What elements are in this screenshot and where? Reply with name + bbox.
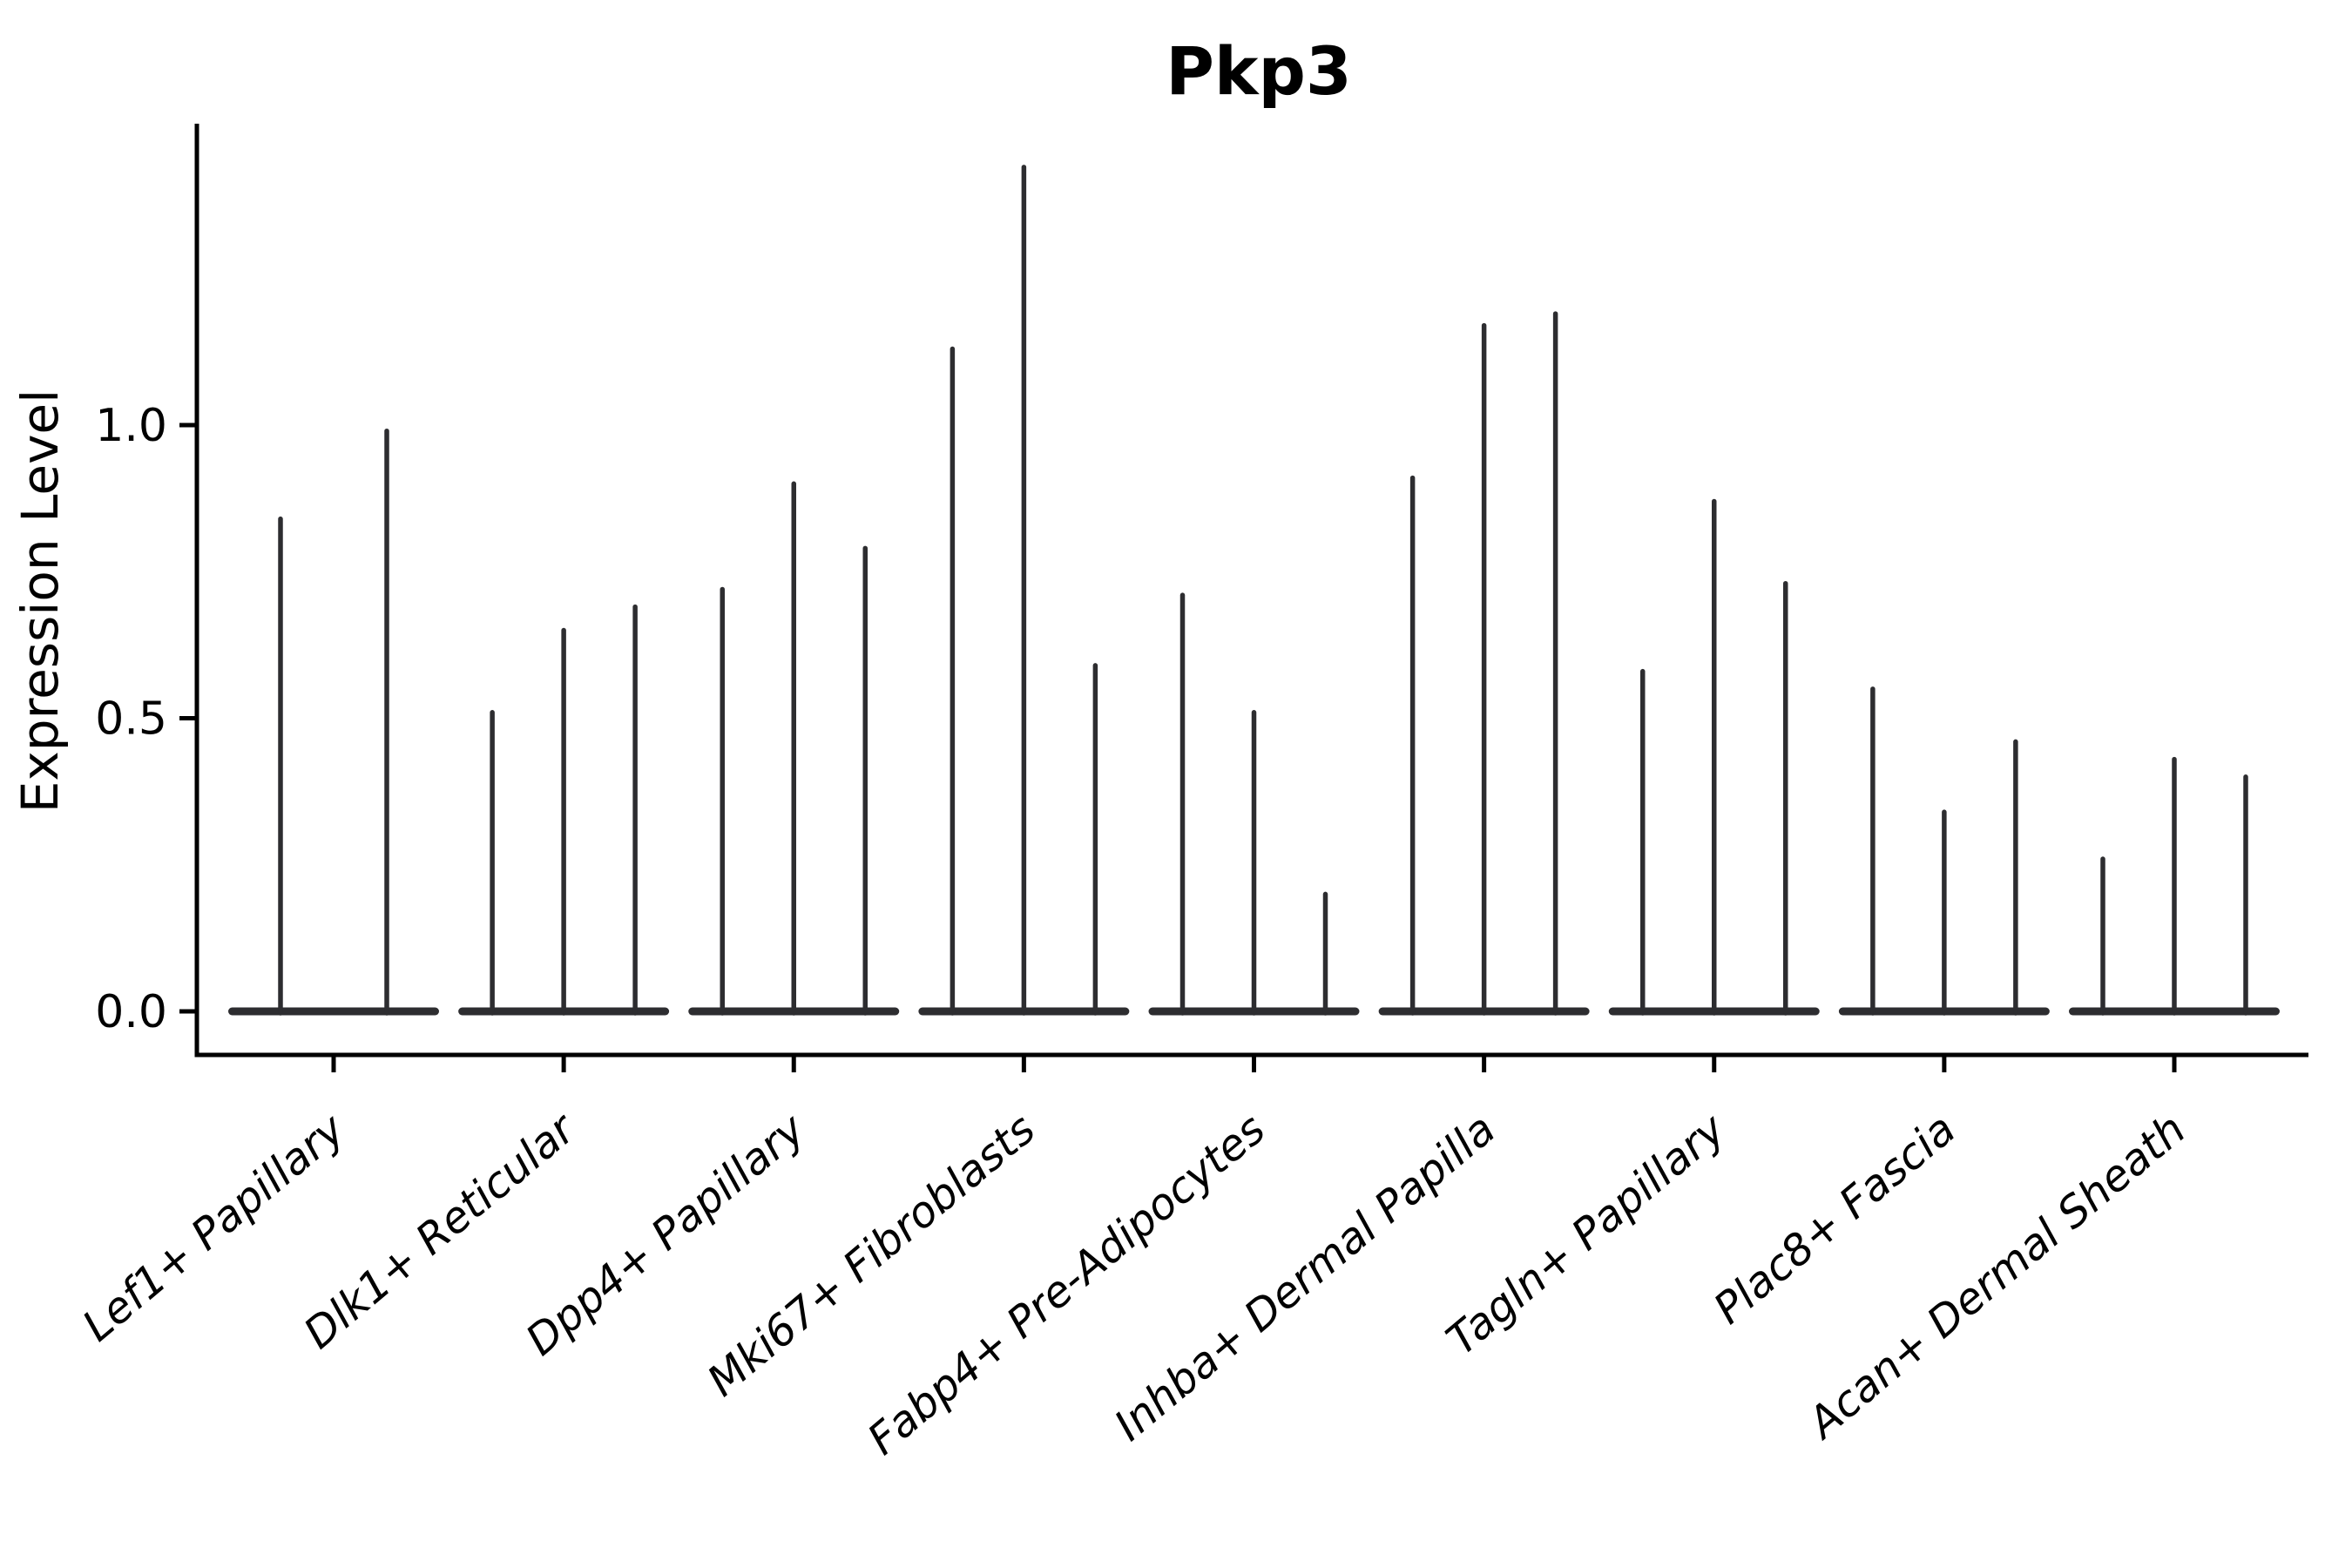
y-axis-label: Expression Level [10, 389, 70, 813]
x-tick-label: Fabp4+ Pre-Adipocytes [858, 1105, 1274, 1465]
y-tick-label: 0.0 [95, 986, 167, 1038]
violin-group [918, 165, 1130, 1016]
chart-title: Pkp3 [1166, 32, 1352, 110]
violin-base [228, 1007, 439, 1016]
violin-group [228, 428, 439, 1016]
violin-group [458, 604, 670, 1016]
x-tick-label: Acan+ Dermal Sheath [1797, 1105, 2195, 1450]
x-tick-label: Plac8+ Fascia [1705, 1105, 1965, 1335]
violin-group [2069, 756, 2280, 1016]
y-tick-label: 1.0 [95, 400, 167, 452]
y-tick-label: 0.5 [95, 693, 167, 746]
violin-group [688, 481, 900, 1016]
violin-group [1148, 592, 1360, 1016]
violin-layer [228, 165, 2280, 1016]
violin-group [1608, 498, 1820, 1016]
axes-layer: 0.0 0.5 1.0 [95, 124, 2308, 1072]
x-tick-label: Inhba+ Dermal Papilla [1105, 1105, 1505, 1451]
violin-group [1378, 311, 1590, 1016]
violin-group [1838, 686, 2050, 1016]
